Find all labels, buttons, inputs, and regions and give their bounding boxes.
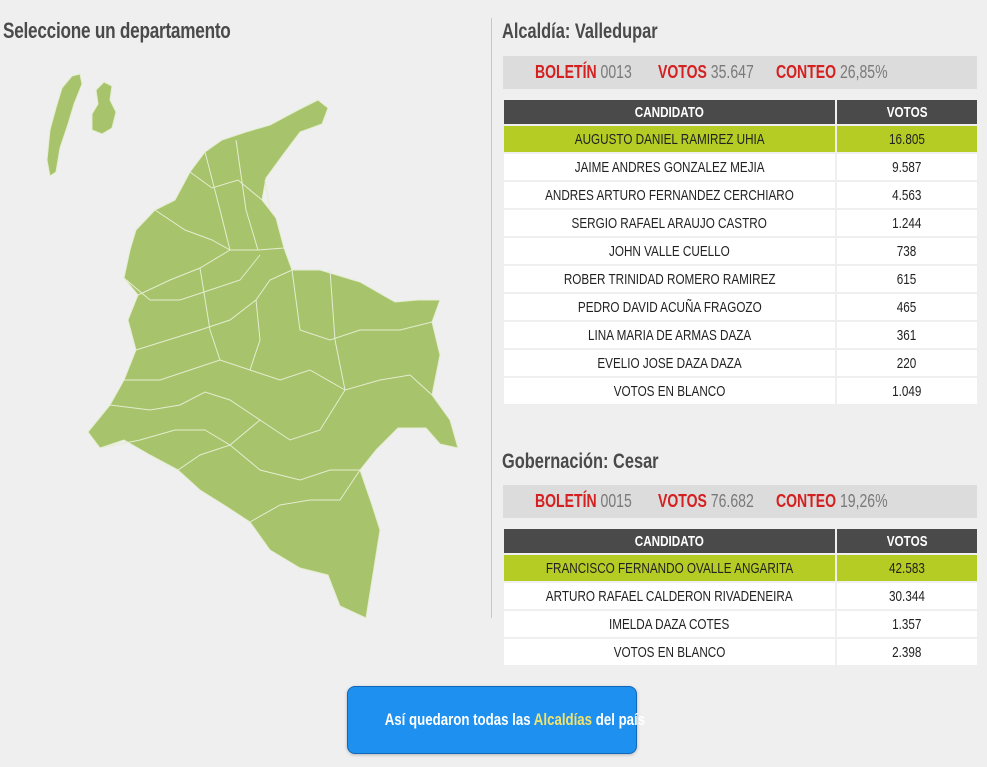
conteo-label: CONTEO — [776, 62, 837, 82]
table-row: PEDRO DAVID ACUÑA FRAGOZO 465 — [504, 294, 977, 320]
header-votes: VOTOS — [837, 529, 977, 553]
candidate-name: VOTOS EN BLANCO — [504, 378, 835, 404]
candidate-name: AUGUSTO DANIEL RAMIREZ UHIA — [504, 126, 835, 152]
table-row: IMELDA DAZA COTES 1.357 — [504, 611, 977, 637]
header-votes: VOTOS — [837, 100, 977, 124]
cta-text-before: Así quedaron todas las — [384, 710, 534, 729]
conteo-label: CONTEO — [776, 491, 837, 511]
candidate-votes: 2.398 — [837, 639, 977, 665]
alcaldia-votos: VOTOS 35.647 — [658, 56, 781, 89]
map-island-providencia — [91, 81, 117, 135]
boletin-value: 0015 — [600, 491, 632, 511]
colombia-departments-map[interactable] — [0, 60, 480, 630]
table-row: EVELIO JOSE DAZA DAZA 220 — [504, 350, 977, 376]
candidate-name: JAIME ANDRES GONZALEZ MEJIA — [504, 154, 835, 180]
candidate-votes: 1.357 — [837, 611, 977, 637]
conteo-value: 19,26% — [839, 491, 888, 511]
votos-value: 76.682 — [710, 491, 754, 511]
candidate-name: JOHN VALLE CUELLO — [504, 238, 835, 264]
candidate-name: LINA MARIA DE ARMAS DAZA — [504, 322, 835, 348]
gobernacion-votos: VOTOS 76.682 — [658, 485, 781, 518]
table-header-row: CANDIDATO VOTOS — [504, 100, 977, 124]
candidate-votes: 615 — [837, 266, 977, 292]
boletin-label: BOLETÍN — [535, 62, 597, 82]
votos-label: VOTOS — [658, 491, 707, 511]
alcaldia-boletin: BOLETÍN 0013 — [535, 56, 659, 89]
candidate-name: EVELIO JOSE DAZA DAZA — [504, 350, 835, 376]
candidate-name: PEDRO DAVID ACUÑA FRAGOZO — [504, 294, 835, 320]
all-alcaldias-button[interactable]: Así quedaron todas las Alcaldías del paí… — [347, 686, 645, 754]
candidate-votes: 465 — [837, 294, 977, 320]
map-departments — [46, 73, 459, 619]
candidate-name: IMELDA DAZA COTES — [504, 611, 835, 637]
table-row-winner: FRANCISCO FERNANDO OVALLE ANGARITA 42.58… — [504, 555, 977, 581]
candidate-name: ROBER TRINIDAD ROMERO RAMIREZ — [504, 266, 835, 292]
alcaldia-title: Alcaldía: Valledupar — [502, 20, 658, 43]
candidate-votes: 220 — [837, 350, 977, 376]
vertical-divider — [491, 18, 492, 618]
candidate-votes: 738 — [837, 238, 977, 264]
boletin-label: BOLETÍN — [535, 491, 597, 511]
alcaldia-results-table: CANDIDATO VOTOS AUGUSTO DANIEL RAMIREZ U… — [502, 98, 979, 406]
candidate-name: FRANCISCO FERNANDO OVALLE ANGARITA — [504, 555, 835, 581]
gobernacion-stats-bar: BOLETÍN 0015 VOTOS 76.682 CONTEO 19,26% — [503, 485, 977, 518]
table-row: ARTURO RAFAEL CALDERON RIVADENEIRA 30.34… — [504, 583, 977, 609]
table-row-winner: AUGUSTO DANIEL RAMIREZ UHIA 16.805 — [504, 126, 977, 152]
candidate-votes: 9.587 — [837, 154, 977, 180]
votos-value: 35.647 — [710, 62, 754, 82]
gobernacion-conteo: CONTEO 19,26% — [776, 485, 919, 518]
alcaldia-stats-bar: BOLETÍN 0013 VOTOS 35.647 CONTEO 26,85% — [503, 56, 977, 89]
candidate-name: SERGIO RAFAEL ARAUJO CASTRO — [504, 210, 835, 236]
header-candidate: CANDIDATO — [504, 100, 835, 124]
map-mainland — [87, 99, 459, 619]
conteo-value: 26,85% — [839, 62, 888, 82]
alcaldia-conteo: CONTEO 26,85% — [776, 56, 919, 89]
gobernacion-boletin: BOLETÍN 0015 — [535, 485, 659, 518]
table-row: JAIME ANDRES GONZALEZ MEJIA 9.587 — [504, 154, 977, 180]
table-row: ANDRES ARTURO FERNANDEZ CERCHIARO 4.563 — [504, 182, 977, 208]
candidate-votes: 4.563 — [837, 182, 977, 208]
candidate-votes: 30.344 — [837, 583, 977, 609]
candidate-name: ARTURO RAFAEL CALDERON RIVADENEIRA — [504, 583, 835, 609]
candidate-name: ANDRES ARTURO FERNANDEZ CERCHIARO — [504, 182, 835, 208]
table-header-row: CANDIDATO VOTOS — [504, 529, 977, 553]
cta-text-after: del país — [592, 710, 646, 729]
header-candidate: CANDIDATO — [504, 529, 835, 553]
candidate-votes: 16.805 — [837, 126, 977, 152]
table-row: LINA MARIA DE ARMAS DAZA 361 — [504, 322, 977, 348]
candidate-votes: 1.244 — [837, 210, 977, 236]
table-row: VOTOS EN BLANCO 1.049 — [504, 378, 977, 404]
cta-highlight: Alcaldías — [533, 710, 593, 729]
map-section-title: Seleccione un departamento — [3, 18, 231, 43]
candidate-votes: 361 — [837, 322, 977, 348]
boletin-value: 0013 — [600, 62, 632, 82]
table-row: JOHN VALLE CUELLO 738 — [504, 238, 977, 264]
gobernacion-title: Gobernación: Cesar — [502, 450, 659, 473]
candidate-votes: 42.583 — [837, 555, 977, 581]
map-borders — [99, 139, 433, 523]
table-row: VOTOS EN BLANCO 2.398 — [504, 639, 977, 665]
candidate-name: VOTOS EN BLANCO — [504, 639, 835, 665]
table-row: ROBER TRINIDAD ROMERO RAMIREZ 615 — [504, 266, 977, 292]
table-row: SERGIO RAFAEL ARAUJO CASTRO 1.244 — [504, 210, 977, 236]
votos-label: VOTOS — [658, 62, 707, 82]
gobernacion-results-table: CANDIDATO VOTOS FRANCISCO FERNANDO OVALL… — [502, 527, 979, 667]
candidate-votes: 1.049 — [837, 378, 977, 404]
map-island-san-andres — [46, 73, 83, 177]
